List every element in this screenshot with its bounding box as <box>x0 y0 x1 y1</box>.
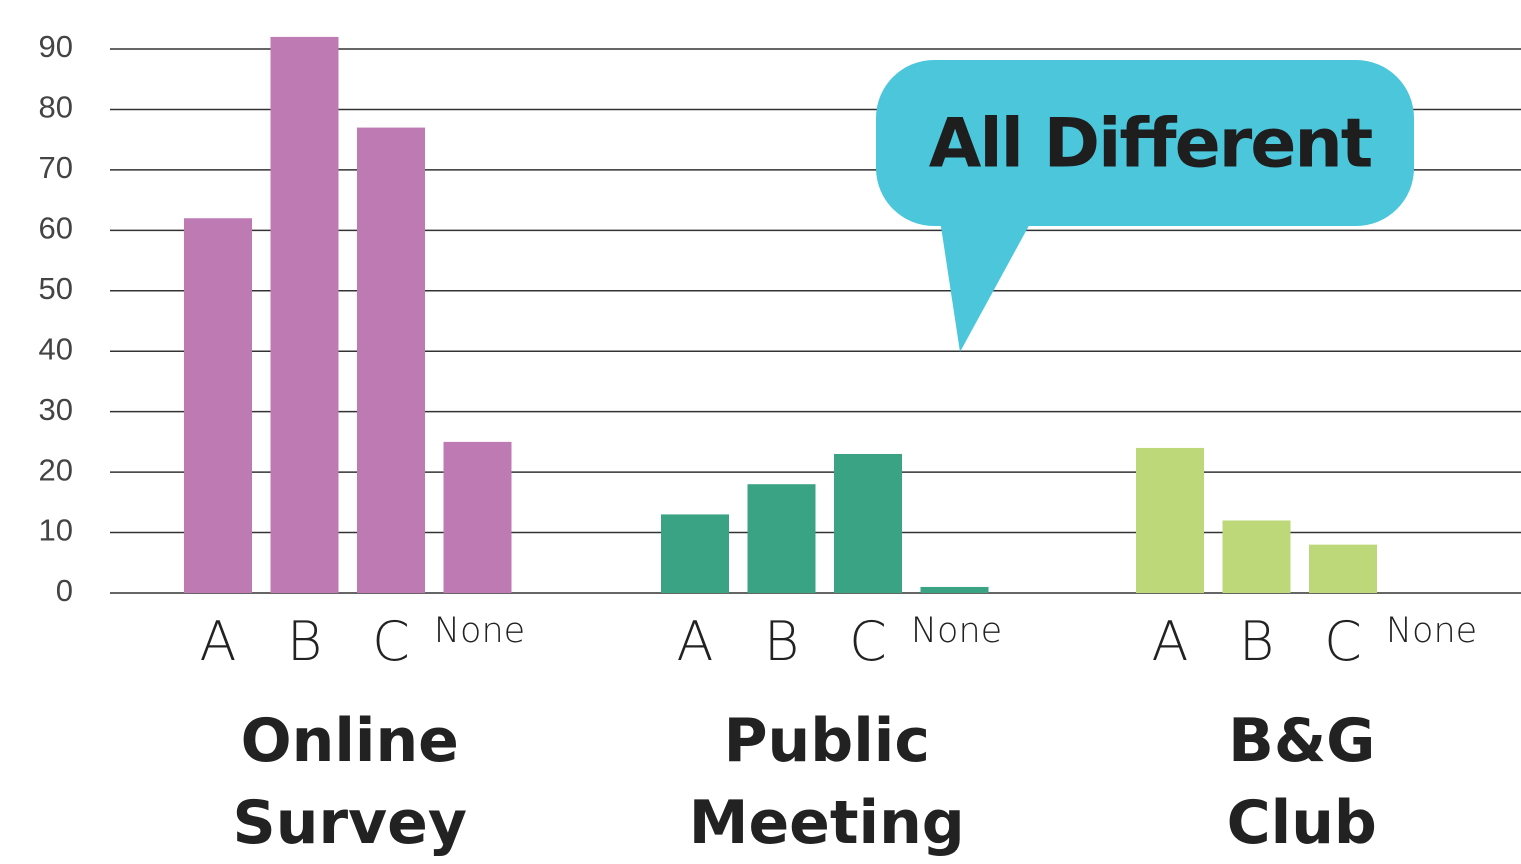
bar <box>443 441 512 593</box>
y-tick-label: 20 <box>39 452 73 487</box>
y-tick-label: 0 <box>56 573 73 608</box>
callout: All Different <box>876 60 1414 352</box>
bar <box>1309 544 1377 593</box>
bars <box>184 36 1377 594</box>
x-tick-label: B <box>764 610 799 673</box>
x-tick-label: B <box>1239 610 1274 673</box>
x-tick-label: None <box>1386 611 1477 651</box>
bar <box>1222 520 1291 593</box>
x-tick-label: A <box>1152 610 1189 673</box>
x-tick-label: C <box>1324 610 1362 673</box>
callout-box <box>876 60 1414 226</box>
y-tick-label: 40 <box>39 331 73 366</box>
y-tick-label: 10 <box>39 513 73 548</box>
bar <box>184 218 252 593</box>
x-tick-label: A <box>677 610 714 673</box>
callout-tail <box>940 220 1032 352</box>
x-tick-label: None <box>911 611 1002 651</box>
y-tick-label: 30 <box>39 392 73 427</box>
x-tick-label: A <box>200 610 237 673</box>
y-tick-label: 80 <box>39 90 73 125</box>
y-tick-label: 70 <box>39 150 73 185</box>
group-label: Public Meeting <box>688 706 965 858</box>
annotation: All Different <box>929 105 1372 184</box>
x-tick-label: C <box>849 610 887 673</box>
x-tick-label: B <box>287 610 322 673</box>
bar <box>834 453 902 593</box>
bar <box>661 514 729 593</box>
bar <box>357 127 425 594</box>
y-tick-label: 60 <box>39 211 73 246</box>
bar <box>270 36 339 593</box>
bar <box>747 484 816 593</box>
y-tick-label: 90 <box>39 29 73 64</box>
group-label: B&G Club <box>1226 706 1377 858</box>
x-tick-label: C <box>372 610 410 673</box>
group-label: Online Survey <box>232 706 467 858</box>
x-tick-label: None <box>434 611 525 651</box>
y-tick-label: 50 <box>39 271 73 306</box>
bar <box>920 586 989 593</box>
bar <box>1136 447 1204 593</box>
